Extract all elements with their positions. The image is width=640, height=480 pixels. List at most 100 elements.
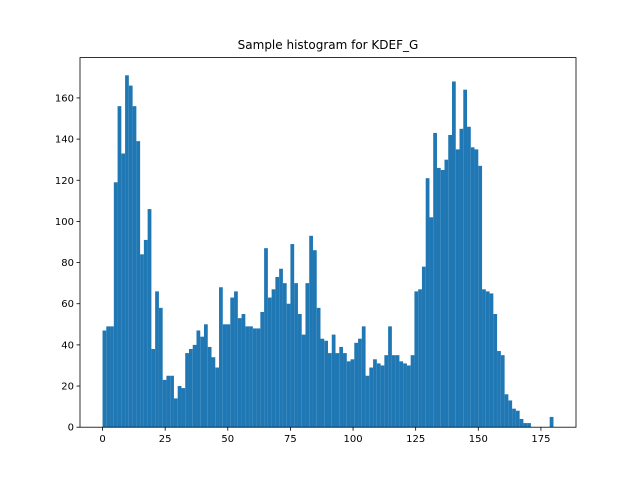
bar	[237, 318, 242, 428]
bar	[249, 326, 253, 428]
bar	[459, 128, 464, 428]
bar	[474, 149, 479, 428]
bar	[230, 297, 235, 428]
bar	[504, 394, 509, 428]
bar	[196, 330, 201, 428]
bar	[410, 355, 415, 428]
bar	[324, 340, 328, 428]
bar	[403, 363, 407, 428]
x-tick-label: 75	[284, 434, 297, 445]
bar	[433, 132, 437, 428]
bar	[110, 326, 114, 428]
bar	[271, 289, 276, 428]
bar	[500, 355, 505, 428]
bar	[361, 326, 366, 428]
bar	[346, 361, 351, 428]
bar	[452, 81, 456, 428]
bar	[282, 283, 287, 428]
bar	[312, 250, 317, 428]
y-tick-label: 140	[55, 135, 74, 146]
bar	[421, 266, 426, 428]
bar	[170, 375, 174, 428]
bar	[425, 178, 430, 428]
bar	[256, 328, 261, 428]
bar	[414, 291, 419, 428]
bar	[489, 293, 494, 428]
bar	[102, 330, 107, 428]
y-tick-label: 100	[55, 217, 74, 228]
bar	[358, 338, 362, 428]
y-tick-label: 80	[61, 258, 74, 269]
bar	[132, 106, 137, 428]
bar	[549, 416, 554, 428]
bar	[470, 147, 475, 428]
bar	[482, 289, 486, 428]
x-tick-label: 150	[469, 434, 488, 445]
y-tick-label: 160	[55, 93, 74, 104]
bar	[391, 355, 396, 428]
bar	[384, 355, 389, 428]
bar	[267, 297, 272, 428]
x-tick-label: 25	[159, 434, 172, 445]
bar	[188, 348, 193, 428]
bar	[429, 217, 434, 428]
bar	[207, 346, 212, 428]
bar	[388, 326, 392, 428]
bar	[406, 365, 411, 428]
bar	[185, 353, 189, 428]
bar	[380, 365, 385, 428]
x-tick-label: 100	[344, 434, 363, 445]
bar	[166, 375, 171, 428]
bar	[515, 410, 520, 428]
bar	[121, 153, 126, 428]
bar	[493, 314, 498, 428]
bar	[222, 324, 227, 428]
bar	[200, 336, 204, 428]
x-tick-label: 175	[531, 434, 550, 445]
bar	[485, 291, 490, 428]
y-tick-label: 120	[55, 176, 74, 187]
y-tick-label: 60	[61, 299, 74, 310]
bar	[305, 283, 310, 428]
bar	[512, 408, 516, 428]
bar	[335, 353, 340, 428]
bar	[309, 235, 313, 428]
bar	[301, 334, 306, 428]
x-tick-label: 125	[406, 434, 425, 445]
x-tick-label: 0	[99, 434, 105, 445]
bar	[399, 361, 404, 428]
bar	[158, 307, 163, 428]
y-tick-label: 40	[61, 340, 74, 351]
bar	[151, 348, 156, 428]
bar	[297, 314, 302, 428]
bar	[264, 248, 268, 428]
bar	[467, 126, 471, 428]
bar	[211, 357, 216, 428]
bar	[463, 89, 468, 428]
bar	[478, 165, 483, 428]
bar	[147, 209, 152, 428]
bar	[290, 244, 295, 428]
bar	[527, 423, 531, 428]
bar	[316, 307, 321, 428]
bar	[497, 351, 501, 428]
bar	[219, 287, 223, 428]
bar	[252, 328, 257, 428]
bar	[234, 291, 238, 428]
bar	[162, 379, 167, 428]
bar	[354, 342, 359, 428]
bar	[117, 106, 122, 428]
bar	[448, 134, 452, 428]
bar	[519, 418, 524, 428]
bar	[523, 423, 528, 428]
bar	[215, 367, 220, 428]
bar	[226, 324, 231, 428]
bar	[328, 353, 332, 428]
bar	[369, 367, 374, 428]
bar	[339, 346, 344, 428]
bar	[143, 239, 148, 428]
bar	[343, 353, 347, 428]
bar	[444, 159, 449, 428]
bar	[113, 182, 118, 428]
